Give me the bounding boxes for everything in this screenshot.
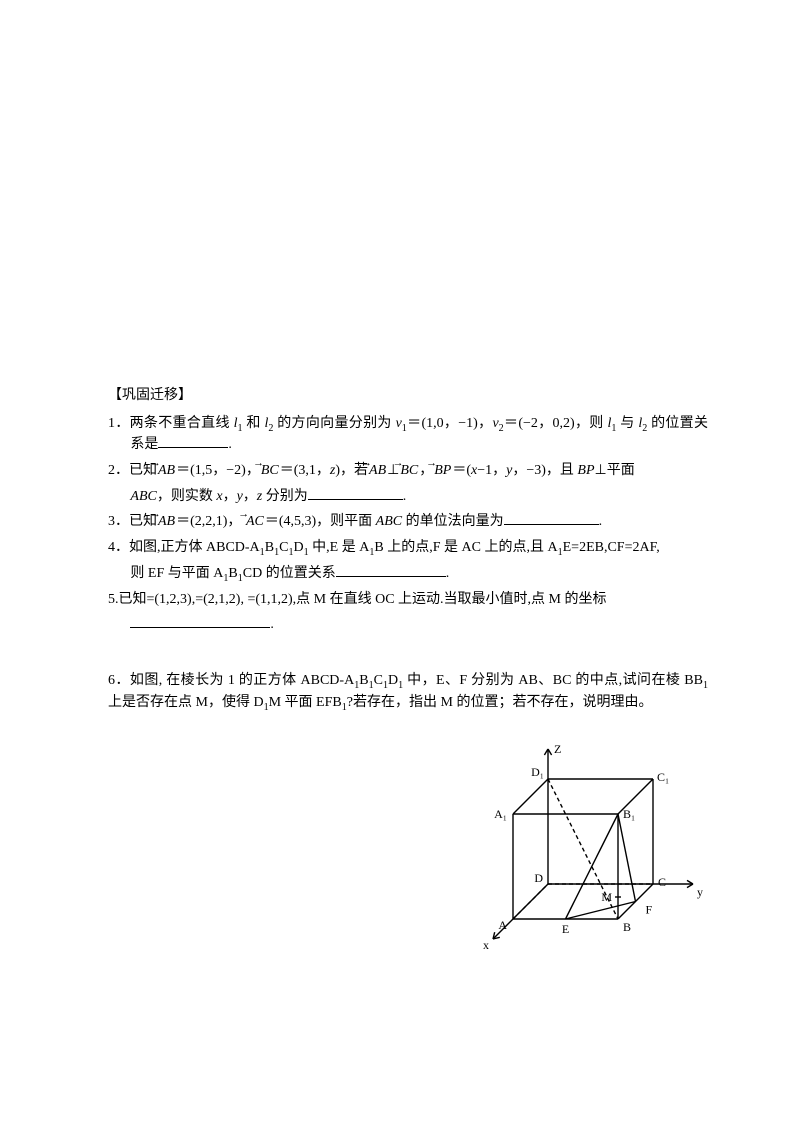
q3-period: . (599, 514, 603, 529)
q6-s5: 1 (703, 680, 708, 691)
q4-line2-b: B (228, 566, 237, 581)
q5-num: 5. (108, 592, 119, 607)
q2-line2-c: 分别为 (262, 489, 308, 504)
svg-text:C: C (658, 875, 666, 889)
svg-text:D₁: D₁ (531, 765, 544, 779)
q6-text-d: D (388, 673, 398, 688)
svg-text:Z: Z (554, 742, 561, 756)
svg-text:M: M (601, 890, 612, 904)
question-4: 4．如图,正方体 ABCD-A1B1C1D1 中,E 是 A1B 上的点,F 是… (108, 537, 708, 559)
svg-text:E: E (562, 922, 569, 936)
q5-period: . (270, 617, 274, 632)
q4-line2-a: 则 EF 与平面 A (130, 566, 223, 581)
question-4-line2: 则 EF 与平面 A1B1CD 的位置关系. (108, 563, 708, 585)
question-5: 5.已知=(1,2,3),=(2,1,2), =(1,1,2),点 M 在直线 … (108, 589, 708, 611)
q6-text-e: 中，E、F 分别为 AB、BC 的中点,试问在棱 BB (403, 673, 703, 688)
q1-eq1: ＝(1,0，−1)， (407, 416, 493, 431)
q1-text-a: 两条不重合直线 (130, 416, 234, 431)
svg-text:D: D (534, 871, 543, 885)
q2-ab2: AB (368, 463, 387, 478)
q2-num: 2． (108, 463, 129, 478)
q1-text-f: . (228, 437, 232, 452)
question-1: 1．两条不重合直线 l1 和 l2 的方向向量分别为 v1＝(1,0，−1)，v… (108, 413, 708, 456)
q2-c3: ， (243, 489, 257, 504)
q4-text-g: E=2EB,CF=2AF, (563, 540, 660, 555)
q3-ab: AB (157, 514, 176, 529)
q4-period: . (446, 566, 450, 581)
q3-text-b: 的单位法向量为 (402, 514, 504, 529)
q6-text-g: M 平面 EFB (269, 695, 342, 710)
q2-bp-it: BP (577, 463, 594, 478)
q1-eq2: ＝(−2，0,2)，则 (504, 416, 608, 431)
svg-text:x: x (483, 938, 489, 952)
q2-text-e: ⊥平面 (595, 463, 635, 478)
q1-blank (158, 435, 228, 449)
q4-text-d: D (294, 540, 304, 555)
q4-text-f: B 上的点,F 是 AC 上的点,且 A (374, 540, 557, 555)
q2-blank (308, 486, 403, 500)
q2-text-c: −1， (477, 463, 506, 478)
q3-abc: ABC (376, 514, 402, 529)
q4-blank (336, 563, 446, 577)
question-5-line2: . (108, 614, 708, 636)
q2-abc: ABC (130, 489, 156, 504)
svg-text:A: A (498, 918, 507, 932)
q4-line2-c: CD 的位置关系 (243, 566, 336, 581)
q2-eq-bc: ＝(3,1， (280, 463, 330, 478)
q3-num: 3． (108, 514, 129, 529)
q6-text-h: ?若存在，指出 M 的位置；若不存在，说明理由。 (347, 695, 653, 710)
page-content: 【巩固迁移】 1．两条不重合直线 l1 和 l2 的方向向量分别为 v1＝(1,… (108, 385, 708, 954)
q2-text-d: ，−3)，且 (512, 463, 577, 478)
question-2: 2．已知AB＝(1,5，−2)，BC＝(3,1，z)，若AB⊥BC，BP＝(x−… (108, 460, 708, 482)
q2-eq-ab: ＝(1,5，−2)， (176, 463, 260, 478)
svg-text:C₁: C₁ (657, 770, 669, 784)
cube-diagram: Zy x D₁ C₁ A₁ B₁ D C A B E F M (458, 739, 708, 954)
question-2-line2: ABC，则实数 x，y，z 分别为. (108, 486, 708, 508)
q4-num: 4． (108, 540, 129, 555)
q2-bp: BP (433, 463, 452, 478)
q2-bc2: BC (399, 463, 419, 478)
q6-text-c: C (374, 673, 383, 688)
q2-period: . (403, 489, 407, 504)
q3-blank (504, 512, 599, 526)
svg-text:B₁: B₁ (623, 807, 635, 821)
svg-text:y: y (697, 885, 703, 899)
q1-text-b: 和 (243, 416, 265, 431)
q1-text-c: 的方向向量分别为 (273, 416, 395, 431)
q4-text-e: 中,E 是 A (309, 540, 370, 555)
q1-text-d: 与 (616, 416, 638, 431)
svg-text:F: F (646, 903, 653, 917)
svg-text:A₁: A₁ (494, 807, 507, 821)
svg-text:B: B (623, 920, 631, 934)
q1-num: 1． (108, 416, 130, 431)
question-6: 6．如图, 在棱长为 1 的正方体 ABCD-A1B1C1D1 中，E、F 分别… (108, 670, 708, 713)
q4-text-a: 如图,正方体 ABCD-A (129, 540, 260, 555)
q3-eq-ac: ＝(4,5,3)，则平面 (265, 514, 376, 529)
q2-eq-bp: ＝( (452, 463, 471, 478)
section-title: 【巩固迁移】 (108, 385, 708, 407)
question-3: 3．已知AB＝(2,2,1)， AC＝(4,5,3)，则平面 ABC 的单位法向… (108, 511, 708, 533)
q4-text-b: B (265, 540, 274, 555)
q3-eq-ab: ＝(2,2,1)， (176, 514, 245, 529)
q5-blank (130, 615, 270, 629)
q3-ac: AC (245, 514, 265, 529)
q2-ab: AB (157, 463, 176, 478)
q2-bc: BC (260, 463, 280, 478)
q6-text-b: B (359, 673, 368, 688)
q2-line2-b: ，则实数 (157, 489, 217, 504)
q5-text-a: 已知=(1,2,3),=(2,1,2), =(1,1,2),点 M 在直线 OC… (119, 592, 607, 607)
q2-c2: ， (223, 489, 237, 504)
diagram-container: Zy x D₁ C₁ A₁ B₁ D C A B E F M (108, 739, 708, 954)
q6-text-f: 上是否存在点 M，使得 D (108, 695, 264, 710)
q6-text-a: 6．如图, 在棱长为 1 的正方体 ABCD-A (108, 673, 354, 688)
